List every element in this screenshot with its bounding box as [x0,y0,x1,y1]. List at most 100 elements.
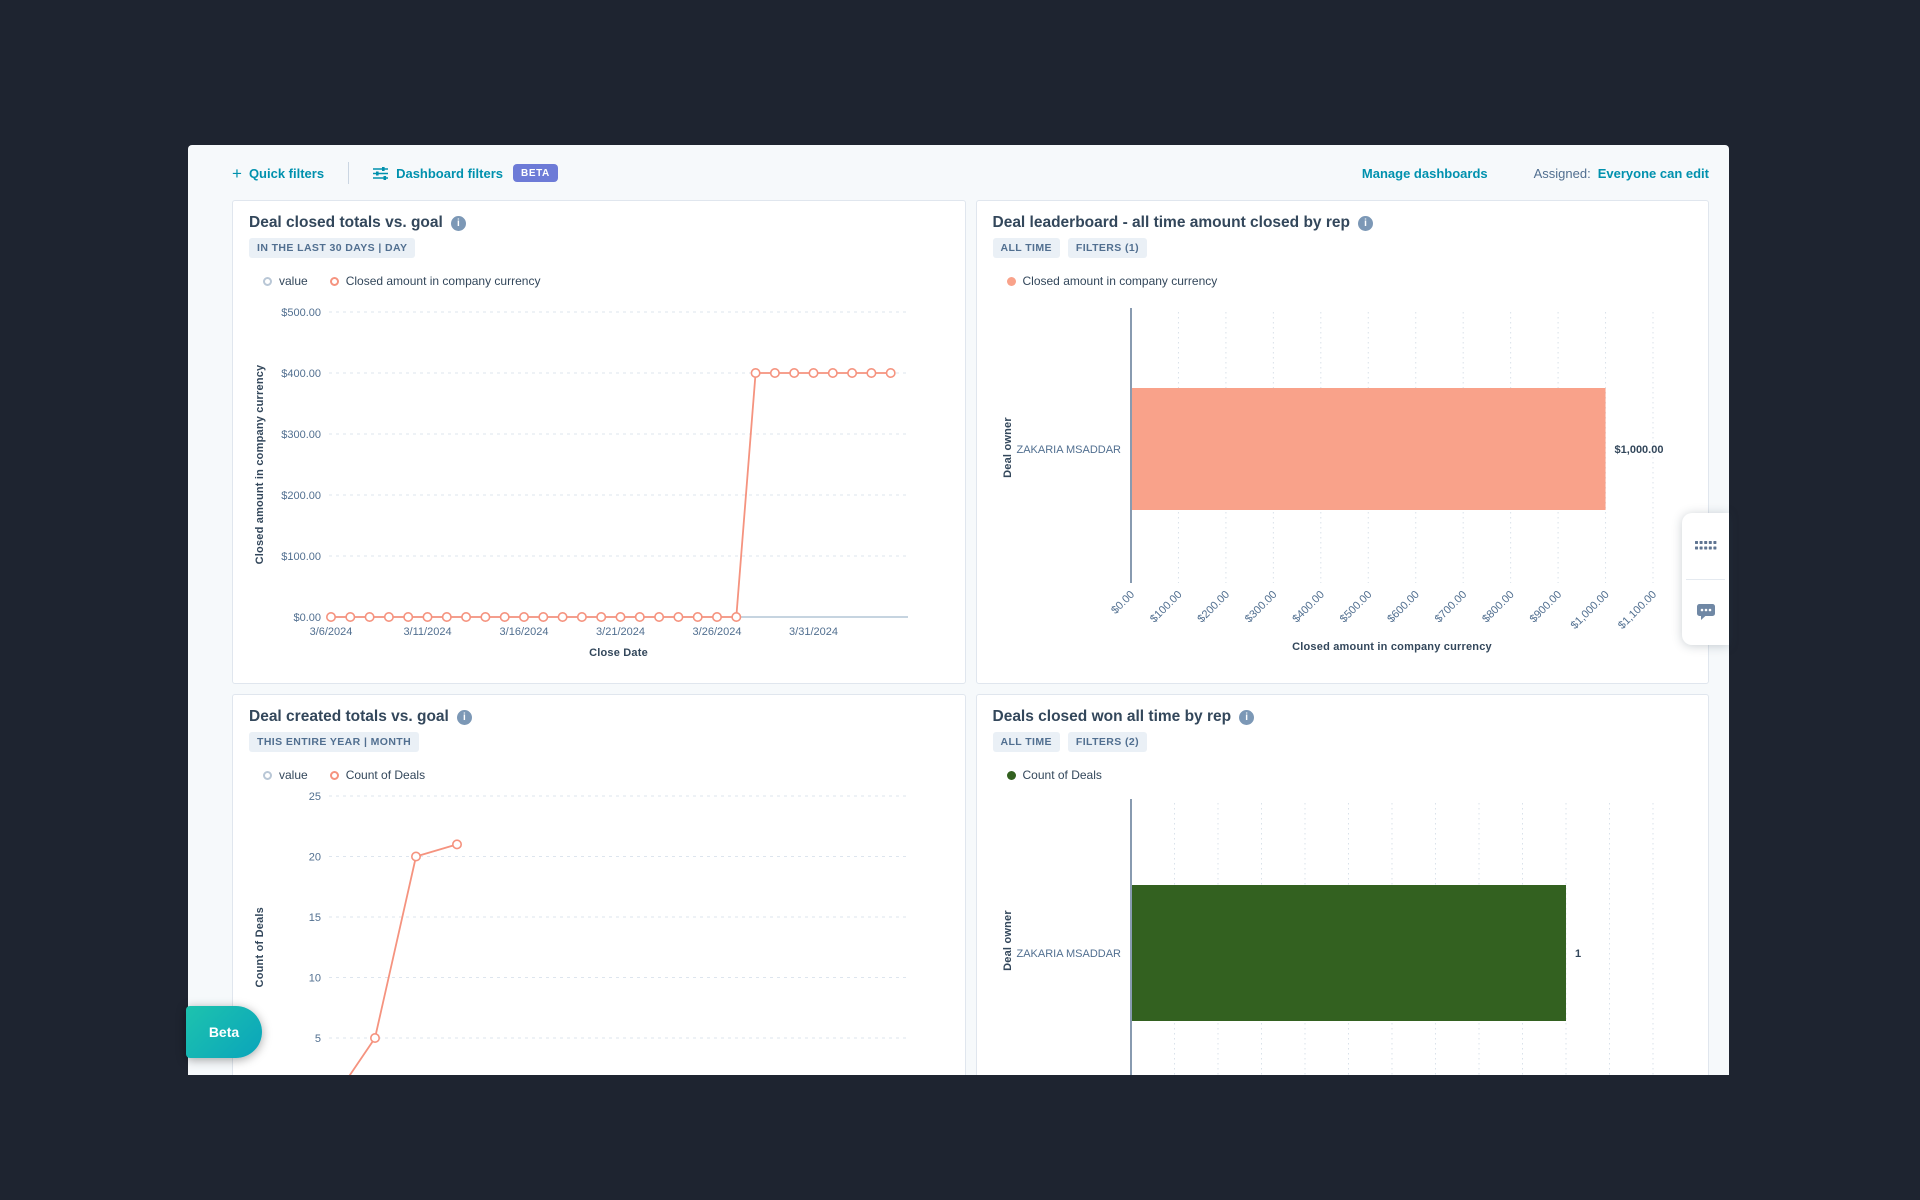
data-point[interactable] [441,611,452,622]
data-point[interactable] [411,851,422,862]
data-point[interactable] [711,611,722,622]
svg-text:$0.00: $0.00 [1109,589,1137,617]
side-tool-rail [1682,513,1729,645]
svg-text:$200.00: $200.00 [281,490,321,502]
svg-text:3/16/2024: 3/16/2024 [500,626,549,638]
drag-grid-button[interactable] [1682,513,1729,579]
chart-legend: value Count of Deals [263,767,949,783]
badge-row: IN THE LAST 30 DAYS | DAY [249,238,949,258]
svg-text:Deal owner: Deal owner [1002,417,1014,478]
data-point[interactable] [461,611,472,622]
data-point[interactable] [364,611,375,622]
line-chart-deal-created[interactable]: 5 10 15 20 25 Count of Deals [249,788,950,1075]
data-point[interactable] [596,611,607,622]
data-point[interactable] [480,611,491,622]
data-point[interactable] [370,1033,381,1044]
svg-text:Close Date: Close Date [589,647,648,659]
svg-text:$400.00: $400.00 [281,368,321,380]
svg-text:$500.00: $500.00 [1337,589,1374,626]
svg-text:$100.00: $100.00 [281,551,321,563]
data-point[interactable] [452,839,463,850]
data-point[interactable] [383,611,394,622]
svg-text:$300.00: $300.00 [1242,589,1279,626]
assigned-value-link[interactable]: Everyone can edit [1597,165,1709,181]
legend-item[interactable]: Closed amount in company currency [1006,274,1218,288]
beta-tab[interactable]: Beta [186,1006,262,1058]
legend-label: Closed amount in company currency [1022,274,1218,288]
bar[interactable] [1131,388,1606,510]
quick-filters-label: Quick filters [248,165,325,181]
badge-row: ALL TIME FILTERS (1) [992,238,1693,258]
data-point[interactable] [654,611,665,622]
info-icon[interactable] [450,215,466,231]
quick-filters-button[interactable]: Quick filters [232,165,324,182]
svg-text:$900.00: $900.00 [1527,589,1564,626]
data-point[interactable] [326,611,337,622]
data-point[interactable] [345,611,356,622]
dashboard-surface: Quick filters Dashboard filters BETA Man… [188,145,1729,1075]
legend-label: Count of Deals [345,768,426,782]
svg-text:Deal owner: Deal owner [1002,910,1014,971]
data-point[interactable] [615,611,626,622]
info-icon[interactable] [456,709,472,725]
panel-title[interactable]: Deal leaderboard - all time amount close… [992,214,1350,231]
rail-divider [1686,578,1725,580]
data-point[interactable] [673,611,684,622]
panel-deal-closed-totals: Deal closed totals vs. goal IN THE LAST … [232,200,966,684]
legend-marker-icon [329,770,339,780]
data-point[interactable] [731,611,742,622]
data-point[interactable] [538,611,549,622]
legend-item[interactable]: Closed amount in company currency [329,274,541,288]
panel-title[interactable]: Deal closed totals vs. goal [249,214,443,231]
data-point[interactable] [750,368,761,379]
legend-label: Closed amount in company currency [345,274,541,288]
panel-badge: FILTERS (1) [1067,238,1148,258]
svg-text:$100.00: $100.00 [1147,589,1184,626]
data-point[interactable] [403,611,414,622]
legend-item[interactable]: Count of Deals [1006,768,1102,782]
legend-item[interactable]: value [263,274,308,288]
data-point[interactable] [422,611,433,622]
beta-tab-label: Beta [208,1024,240,1040]
data-point[interactable] [499,611,510,622]
data-point[interactable] [692,611,703,622]
data-point[interactable] [518,611,529,622]
data-point[interactable] [576,611,587,622]
svg-text:25: 25 [309,791,321,803]
panel-badge: ALL TIME [992,238,1060,258]
manage-dashboards-link[interactable]: Manage dashboards [1361,165,1488,181]
legend-label: value [279,768,308,782]
legend-marker-icon [1006,770,1016,780]
legend-item[interactable]: value [263,768,308,782]
data-point[interactable] [634,611,645,622]
comments-button[interactable] [1682,580,1729,646]
info-icon[interactable] [1239,709,1255,725]
toolbar-divider [348,162,350,184]
data-point[interactable] [808,368,819,379]
data-point[interactable] [827,368,838,379]
panel-deals-closed-won: Deals closed won all time by rep ALL TIM… [975,694,1709,1075]
data-point[interactable] [557,611,568,622]
panel-title[interactable]: Deal created totals vs. goal [249,708,449,725]
bar-chart-deal-leaderboard[interactable]: $0.00 $100.00 $200.00 $300.00 $400.00 $500.00… [993,294,1694,672]
dashboard-grid: Deal closed totals vs. goal IN THE LAST … [188,187,1729,1075]
panel-badge: IN THE LAST 30 DAYS | DAY [249,238,416,258]
panel-title[interactable]: Deals closed won all time by rep [992,708,1232,725]
dashboard-filters-button[interactable]: Dashboard filters BETA [373,164,558,182]
svg-text:3/31/2024: 3/31/2024 [789,626,838,638]
data-point[interactable] [866,368,877,379]
data-point[interactable] [847,368,858,379]
data-point[interactable] [769,368,780,379]
bar[interactable] [1131,885,1566,1021]
panel-deal-leaderboard: Deal leaderboard - all time amount close… [975,200,1709,684]
info-icon[interactable] [1357,215,1373,231]
sliders-icon [373,166,389,180]
chart-legend: Closed amount in company currency [1006,273,1693,289]
data-point[interactable] [789,368,800,379]
data-point[interactable] [885,368,896,379]
line-chart-deal-closed[interactable]: $0.00 $100.00 $200.00 $300.00 $400.00 $500.00… [249,294,950,672]
svg-text:3/11/2024: 3/11/2024 [403,626,451,638]
legend-item[interactable]: Count of Deals [329,768,426,782]
